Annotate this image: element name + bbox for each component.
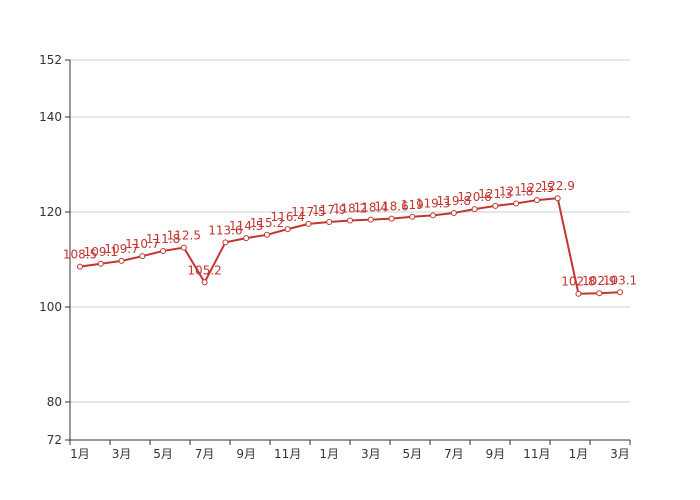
data-point[interactable]	[471, 206, 478, 213]
x-tick-label: 3月	[610, 447, 630, 461]
data-label: 112.5	[167, 229, 201, 243]
data-label: 119	[401, 198, 424, 212]
x-tick-label: 1月	[319, 447, 339, 461]
data-label: 108.5	[63, 248, 97, 262]
data-label: 116.4	[271, 210, 305, 224]
y-tick-label: 140	[39, 110, 62, 124]
x-tick-label: 1月	[70, 447, 90, 461]
data-label: 119.3	[416, 196, 450, 210]
data-label: 111.8	[146, 232, 180, 246]
data-point[interactable]	[243, 235, 250, 242]
data-label: 118.4	[354, 201, 388, 215]
data-point[interactable]	[263, 231, 270, 238]
data-point[interactable]	[492, 202, 499, 209]
data-point[interactable]	[326, 218, 333, 225]
data-point[interactable]	[139, 253, 146, 260]
data-point[interactable]	[388, 215, 395, 222]
data-label: 110.7	[125, 237, 159, 251]
data-point[interactable]	[554, 195, 561, 202]
data-label: 105.2	[187, 263, 221, 277]
data-point[interactable]	[596, 290, 603, 297]
x-tick-label: 9月	[486, 447, 506, 461]
y-tick-label: 80	[47, 395, 62, 409]
axes: 72 80 100 120 140 152 1月 3月 5月 7月 9月 11月 1月 3月 5月 7月 9月 1…	[39, 53, 631, 461]
y-tick-label: 72	[47, 433, 62, 447]
data-point[interactable]	[617, 289, 623, 296]
data-label: 102.8	[561, 275, 595, 289]
data-label: 109.7	[104, 242, 138, 256]
data-point[interactable]	[430, 212, 437, 219]
x-tick-label: 5月	[153, 447, 173, 461]
data-point[interactable]	[97, 260, 104, 267]
data-point[interactable]	[180, 244, 187, 251]
data-label: 114.5	[229, 219, 263, 233]
x-tick-label: 11月	[523, 447, 550, 461]
x-tick-label: 7月	[195, 447, 215, 461]
data-label: 122.5	[520, 181, 554, 195]
data-point[interactable]	[160, 247, 167, 254]
data-label: 109.1	[84, 245, 118, 259]
x-tick-label: 3月	[112, 447, 132, 461]
data-label: 102.9	[582, 274, 616, 288]
x-tick-label: 1月	[569, 447, 589, 461]
data-point[interactable]	[77, 263, 83, 270]
data-label: 121.3	[478, 187, 512, 201]
data-label: 122.9	[541, 179, 575, 193]
x-tick-label: 7月	[444, 447, 464, 461]
y-tick-label: 120	[39, 205, 62, 219]
data-label: 115.2	[250, 216, 284, 230]
data-label: 117.5	[291, 205, 325, 219]
data-point[interactable]	[284, 226, 291, 233]
data-point[interactable]	[305, 220, 312, 227]
data-point[interactable]	[222, 239, 229, 246]
data-point[interactable]	[118, 257, 125, 264]
data-label: 121.8	[499, 184, 533, 198]
data-point[interactable]	[409, 213, 416, 220]
data-point[interactable]	[201, 279, 208, 286]
data-point[interactable]	[513, 200, 520, 207]
y-tick-label: 152	[39, 53, 62, 67]
data-label: 119.8	[437, 194, 471, 208]
data-point[interactable]	[575, 290, 582, 297]
x-tick-label: 3月	[361, 447, 381, 461]
grid-lines	[70, 59, 630, 403]
y-tick-label: 100	[39, 300, 62, 314]
x-tick-label: 9月	[236, 447, 256, 461]
data-label: 103.1	[603, 273, 637, 287]
series-layer	[77, 195, 623, 297]
x-tick-label: 11月	[274, 447, 301, 461]
data-label: 117.9	[312, 203, 346, 217]
data-label: 118.6	[374, 200, 408, 214]
data-point[interactable]	[450, 209, 457, 216]
x-tick-label: 5月	[402, 447, 422, 461]
data-label: 113.6	[208, 223, 242, 237]
data-point[interactable]	[347, 217, 353, 224]
data-point[interactable]	[533, 197, 540, 204]
data-label: 120.6	[457, 190, 491, 204]
data-label: 118.2	[333, 202, 367, 216]
data-point[interactable]	[367, 216, 374, 223]
